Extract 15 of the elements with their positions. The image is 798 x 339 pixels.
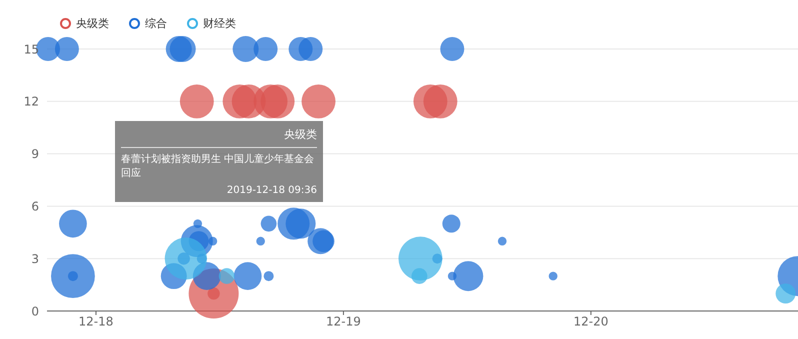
legend-label: 央级类 [76, 16, 109, 31]
x-tick-label: 12-18 [78, 314, 114, 329]
x-tick-label: 12-19 [326, 314, 361, 329]
x-tick-label: 12-20 [573, 314, 608, 329]
tooltip-box: 央级类 春蕾计划被指资助男生 中国儿童少年基金会回应 2019-12-18 09:36 [115, 121, 323, 202]
y-tick-label: 3 [31, 252, 39, 266]
annotation: 2019-12-18 09:36 [226, 185, 317, 196]
legend-label: 综合 [145, 16, 167, 31]
legend-label: 财经类 [203, 16, 236, 31]
annotation: 春蕾计划被指资助男生 中国儿童少年基金会回应 [121, 153, 316, 181]
y-tick-label: 6 [31, 199, 39, 214]
annotation: 央级类 [121, 127, 317, 148]
y-tick-label: 12 [24, 94, 39, 109]
y-tick-label: 0 [31, 304, 39, 318]
y-tick-label: 9 [31, 147, 39, 162]
